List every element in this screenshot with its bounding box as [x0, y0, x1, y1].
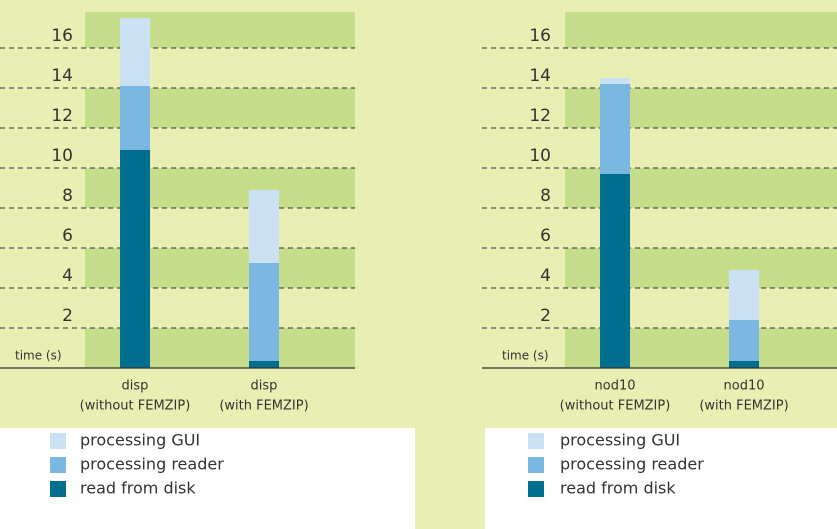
bar-segment [729, 270, 759, 320]
y-tick-label: 14 [529, 66, 551, 86]
bar-segment [120, 150, 150, 368]
y-tick-label: 6 [540, 226, 551, 246]
legend-swatch [528, 481, 544, 497]
legend-box [0, 428, 415, 529]
legend-label: read from disk [560, 479, 676, 498]
legend-label: processing GUI [560, 431, 680, 450]
x-tick-label: disp [251, 379, 278, 394]
y-tick-label: 2 [540, 306, 551, 326]
y-tick-label: 4 [62, 266, 73, 286]
legend-swatch [50, 457, 66, 473]
bar-segment [600, 84, 630, 174]
y-tick-label: 16 [51, 26, 73, 46]
x-tick-label: (without FEMZIP) [80, 399, 191, 414]
y-tick-label: 12 [51, 106, 73, 126]
plot-band [565, 12, 837, 48]
y-tick-label: 2 [62, 306, 73, 326]
y-tick-label: 16 [529, 26, 551, 46]
bar-segment [600, 174, 630, 368]
y-tick-label: 4 [540, 266, 551, 286]
legend-swatch [50, 481, 66, 497]
y-tick-label: 6 [62, 226, 73, 246]
bar-segment [249, 361, 279, 368]
legend-label: processing reader [80, 455, 224, 474]
y-tick-label: 14 [51, 66, 73, 86]
x-tick-label: (with FEMZIP) [219, 399, 308, 414]
bar-segment [729, 361, 759, 368]
y-tick-label: 8 [540, 186, 551, 206]
x-tick-label: nod10 [724, 379, 765, 394]
y-axis-label: time (s) [502, 349, 549, 363]
y-axis-label: time (s) [15, 349, 62, 363]
legend-label: processing GUI [80, 431, 200, 450]
legend-swatch [528, 457, 544, 473]
legend-swatch [50, 433, 66, 449]
x-tick-label: nod10 [595, 379, 636, 394]
legend-label: read from disk [80, 479, 196, 498]
y-tick-label: 8 [62, 186, 73, 206]
y-tick-label: 12 [529, 106, 551, 126]
legend-swatch [528, 433, 544, 449]
bar-segment [249, 190, 279, 263]
bar-segment [249, 263, 279, 361]
legend-label: processing reader [560, 455, 704, 474]
bar-segment [600, 78, 630, 84]
x-tick-label: (with FEMZIP) [699, 399, 788, 414]
x-tick-label: disp [122, 379, 149, 394]
y-tick-label: 10 [51, 146, 73, 166]
bar-segment [120, 18, 150, 86]
x-tick-label: (without FEMZIP) [560, 399, 671, 414]
bar-segment [120, 86, 150, 150]
bar-segment [729, 320, 759, 361]
y-tick-label: 10 [529, 146, 551, 166]
